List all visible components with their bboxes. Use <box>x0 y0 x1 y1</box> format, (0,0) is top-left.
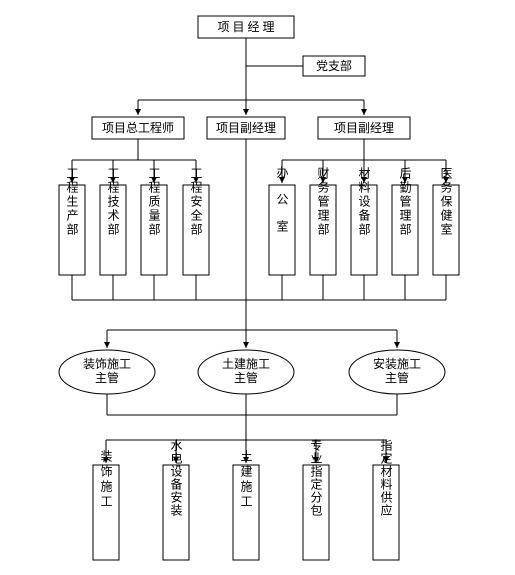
label-dept4: 工程安全部 <box>189 167 203 237</box>
node-project-manager: 项 目 经 理 <box>198 16 294 38</box>
node-supervisor-1: 装饰施工 主管 <box>59 350 155 394</box>
node-dept4: 工程安全部 <box>183 167 209 275</box>
label-supervisor-3b: 主管 <box>385 370 409 385</box>
label-supervisor-1b: 主管 <box>95 370 119 385</box>
label-supervisor-2b: 主管 <box>234 370 258 385</box>
label-chief-engineer: 项目总工程师 <box>102 120 174 135</box>
label-dept7: 材料设备部 <box>357 167 371 237</box>
label-party-branch: 党支部 <box>316 58 352 73</box>
label-deputy-manager-2: 项目副经理 <box>334 121 394 135</box>
node-party-branch: 党支部 <box>303 56 365 76</box>
node-dept9: 医务保健室 <box>433 167 459 275</box>
label-team-2: 水电设备安装 <box>169 439 183 517</box>
node-team-1: 装饰施工 <box>93 450 119 560</box>
label-project-manager: 项 目 经 理 <box>217 20 274 34</box>
label-dept5: 办 公 室 <box>275 165 289 238</box>
node-deputy-manager-1: 项目副经理 <box>207 117 285 139</box>
label-team-4: 专业指定分包 <box>309 438 323 517</box>
node-team-5: 指定材料供应 <box>373 438 399 560</box>
label-dept1: 工程生产部 <box>65 167 79 237</box>
label-dept8: 后勤管理部 <box>398 167 412 237</box>
node-team-3: 土建施工 <box>233 450 259 560</box>
node-dept8: 后勤管理部 <box>392 167 418 275</box>
node-dept7: 材料设备部 <box>351 167 377 275</box>
node-deputy-manager-2: 项目副经理 <box>318 117 410 139</box>
label-dept3: 工程质量部 <box>147 167 161 237</box>
node-dept2: 工程技术部 <box>100 167 126 275</box>
label-dept6: 财务管理部 <box>316 167 330 237</box>
label-team-1: 装饰施工 <box>99 450 113 510</box>
org-chart: 项 目 经 理 党支部 项目总工程师 项目副经理 项目副经理 工程生产部 <box>0 0 515 575</box>
node-team-2: 水电设备安装 <box>163 439 189 560</box>
node-dept6: 财务管理部 <box>310 167 336 275</box>
label-supervisor-1a: 装饰施工 <box>83 357 131 371</box>
node-team-4: 专业指定分包 <box>303 438 329 560</box>
node-supervisor-2: 土建施工 主管 <box>198 350 294 394</box>
node-chief-engineer: 项目总工程师 <box>92 117 184 139</box>
node-dept1: 工程生产部 <box>59 167 85 275</box>
label-supervisor-2a: 土建施工 <box>222 357 270 371</box>
label-team-5: 指定材料供应 <box>379 438 393 517</box>
label-deputy-manager-1: 项目副经理 <box>216 121 276 135</box>
label-dept2: 工程技术部 <box>106 167 120 237</box>
label-supervisor-3a: 安装施工 <box>373 356 421 371</box>
node-dept5: 办 公 室 <box>269 165 295 275</box>
node-dept3: 工程质量部 <box>141 167 167 275</box>
label-dept9: 医务保健室 <box>439 167 453 237</box>
node-supervisor-3: 安装施工 主管 <box>349 350 445 394</box>
label-team-3: 土建施工 <box>239 450 253 510</box>
